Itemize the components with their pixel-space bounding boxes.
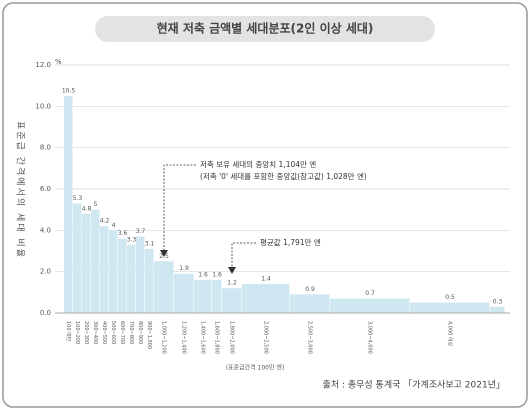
bar [290, 294, 330, 313]
value-label: 3.7 [136, 228, 146, 235]
value-label: 1.4 [261, 276, 271, 283]
arrow-head [160, 250, 168, 257]
value-label: 5 [94, 201, 98, 208]
x-tick-label: 1,600~1,800 [214, 321, 220, 354]
y-tick-label: 12.0 [35, 61, 51, 69]
bar [194, 279, 212, 313]
value-label: 4.2 [100, 218, 110, 225]
annotation: 저축 보유 세대의 중앙치 1,104만 엔 [200, 159, 316, 169]
y-tick-label: 4.0 [40, 226, 51, 234]
title-background [95, 16, 435, 42]
bar [222, 288, 242, 313]
x-tick-label: 800~900 [137, 321, 143, 344]
value-label: 0.5 [445, 294, 455, 301]
x-tick-label: 3,000~4,000 [367, 321, 373, 354]
value-label: 10.5 [62, 88, 76, 95]
bar [118, 238, 127, 313]
bar [212, 279, 222, 313]
value-label: 4.8 [82, 205, 92, 212]
bar [100, 226, 109, 313]
x-tick-label: 600~700 [119, 321, 125, 344]
chart-title: 현재 저축 금액별 세대분포(2인 이상 세대) [157, 21, 374, 36]
y-unit: % [55, 58, 62, 66]
x-tick-label: 100 미만 [65, 321, 72, 342]
bar [136, 236, 145, 313]
bar [410, 302, 490, 313]
x-tick-label: 1,800~2,000 [229, 321, 235, 354]
value-label: 0.9 [305, 286, 315, 293]
x-tick-label: 2,500~3,000 [307, 321, 313, 354]
x-tick-label: 4,000 이상 [447, 321, 454, 347]
bar [145, 248, 154, 313]
annotation-arrow [163, 164, 196, 255]
bar [127, 244, 136, 313]
x-tick-label: 200~300 [83, 321, 89, 344]
value-label: 5.3 [73, 195, 83, 202]
bar [109, 230, 118, 313]
x-tick-label: 100~200 [74, 321, 80, 344]
annotation-arrow [231, 242, 256, 272]
x-tick-label: 900~1,000 [146, 321, 152, 349]
x-tick-label: 2,000~2,500 [263, 321, 269, 354]
bar [73, 203, 82, 313]
value-label: 3.6 [118, 230, 128, 237]
value-label: 0.3 [493, 298, 503, 305]
y-tick-label: 8.0 [40, 144, 51, 152]
y-tick-label: 10.0 [35, 102, 51, 110]
y-axis-label: 표준급 간격에서의 세대 비율 [15, 121, 27, 259]
x-tick-label: 500~600 [110, 321, 116, 344]
x-tick-label: 1,200~1,400 [181, 321, 187, 354]
x-axis-label: (표준급간격 100만 엔) [226, 364, 285, 372]
bar [242, 284, 290, 313]
bar [174, 273, 194, 313]
bar [82, 213, 91, 313]
x-tick-label: 1,000~1,200 [161, 321, 167, 354]
bar [330, 298, 410, 313]
y-tick-label: 2.0 [40, 268, 51, 276]
value-label: 3.1 [145, 240, 155, 247]
bar [91, 209, 100, 313]
y-tick-label: 6.0 [40, 185, 51, 193]
annotation: 평균값 1,791만 엔 [260, 237, 321, 247]
x-tick-label: 400~500 [101, 321, 107, 344]
value-label: 3.3 [127, 236, 137, 243]
value-label: 1.6 [198, 271, 208, 278]
x-tick-label: 1,400~1,600 [200, 321, 206, 354]
value-label: 4 [112, 222, 116, 229]
arrow-head [228, 267, 236, 274]
value-label: 0.7 [365, 290, 375, 297]
source: 출처 : 총무성 통계국 「가계조사보고 2021년」 [323, 379, 505, 391]
value-label: 1.9 [179, 265, 189, 272]
bar [64, 96, 73, 313]
value-label: 2.5 [159, 253, 169, 260]
value-label: 1.2 [227, 280, 237, 287]
x-tick-label: 700~800 [128, 321, 134, 344]
bar [490, 306, 505, 313]
bar [154, 261, 174, 313]
x-tick-label: 300~400 [92, 321, 98, 344]
annotation: (저축 '0' 세대를 포함한 중앙값(참고값) 1,028만 엔) [200, 171, 367, 181]
y-tick-label: 0.0 [40, 309, 51, 317]
value-label: 1.6 [212, 271, 222, 278]
